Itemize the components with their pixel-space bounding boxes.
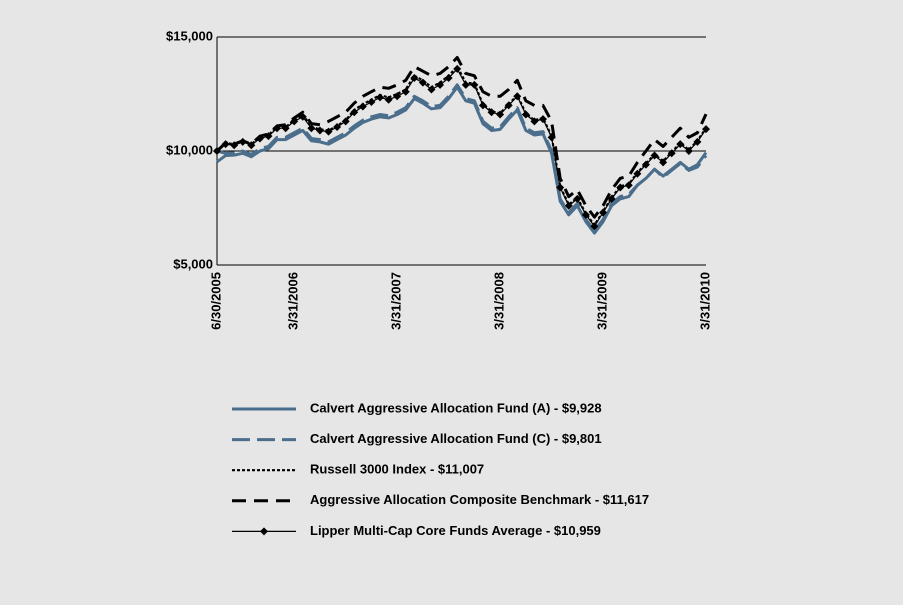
- y-tick-label: $5,000: [173, 256, 213, 271]
- marker: [264, 132, 273, 141]
- x-tick-label: 3/31/2008: [492, 272, 507, 330]
- series-line: [216, 65, 707, 227]
- x-tick-label: 3/31/2007: [389, 272, 404, 330]
- marker: [341, 117, 350, 126]
- marker: [684, 147, 693, 155]
- marker: [401, 87, 410, 96]
- marker: [641, 160, 650, 169]
- y-tick-label: $10,000: [166, 142, 213, 157]
- marker: [290, 117, 299, 126]
- marker: [487, 108, 496, 117]
- marker: [504, 101, 513, 110]
- marker: [590, 222, 599, 231]
- marker: [616, 183, 625, 192]
- marker: [376, 93, 384, 102]
- legend-marker: [260, 527, 268, 536]
- y-tick-label: $15,000: [166, 28, 213, 43]
- marker: [307, 124, 316, 133]
- marker: [667, 149, 676, 158]
- marker: [436, 80, 445, 89]
- series-line: [216, 85, 708, 235]
- marker: [633, 169, 642, 178]
- marker: [367, 97, 376, 106]
- legend-label: Russell 3000 Index - $11,007: [310, 462, 484, 477]
- marker: [213, 147, 221, 155]
- series-line: [216, 68, 707, 227]
- marker: [521, 110, 530, 119]
- marker: [221, 140, 230, 149]
- marker: [427, 85, 436, 94]
- marker: [530, 117, 539, 126]
- marker: [418, 78, 427, 87]
- marker: [539, 115, 547, 124]
- legend-label: Aggressive Allocation Composite Benchmar…: [310, 492, 649, 507]
- marker: [547, 133, 556, 142]
- marker: [247, 141, 256, 150]
- x-tick-label: 3/31/2010: [697, 272, 712, 330]
- marker: [624, 181, 633, 190]
- series-line: [215, 56, 708, 219]
- marker: [659, 158, 668, 167]
- marker: [315, 126, 324, 135]
- marker: [693, 137, 702, 146]
- marker: [444, 74, 453, 83]
- marker: [581, 210, 590, 219]
- marker: [478, 101, 487, 110]
- marker: [410, 74, 419, 83]
- marker: [556, 183, 565, 192]
- marker: [384, 95, 393, 104]
- marker: [453, 64, 462, 73]
- marker: [273, 124, 282, 133]
- marker: [324, 127, 333, 136]
- marker: [255, 134, 264, 143]
- x-tick-label: 3/31/2006: [286, 272, 301, 330]
- marker: [470, 80, 479, 89]
- marker: [599, 208, 608, 217]
- marker: [573, 194, 582, 203]
- marker: [238, 137, 247, 146]
- marker: [350, 108, 359, 117]
- legend-label: Calvert Aggressive Allocation Fund (C) -…: [310, 431, 602, 446]
- marker: [676, 140, 685, 149]
- legend-label: Calvert Aggressive Allocation Fund (A) -…: [310, 400, 602, 415]
- marker: [702, 125, 710, 134]
- marker: [333, 123, 342, 132]
- x-tick-label: 6/30/2005: [208, 272, 223, 330]
- legend-label: Lipper Multi-Cap Core Funds Average - $1…: [310, 523, 601, 538]
- x-tick-label: 3/31/2009: [594, 272, 609, 330]
- marker: [564, 201, 573, 210]
- marker: [607, 194, 616, 203]
- marker: [650, 151, 659, 160]
- marker: [513, 92, 522, 101]
- marker: [358, 102, 367, 111]
- marker: [281, 124, 290, 133]
- marker: [393, 92, 402, 101]
- marker: [230, 141, 239, 150]
- marker: [496, 110, 505, 119]
- marker: [461, 80, 470, 89]
- marker: [298, 112, 307, 121]
